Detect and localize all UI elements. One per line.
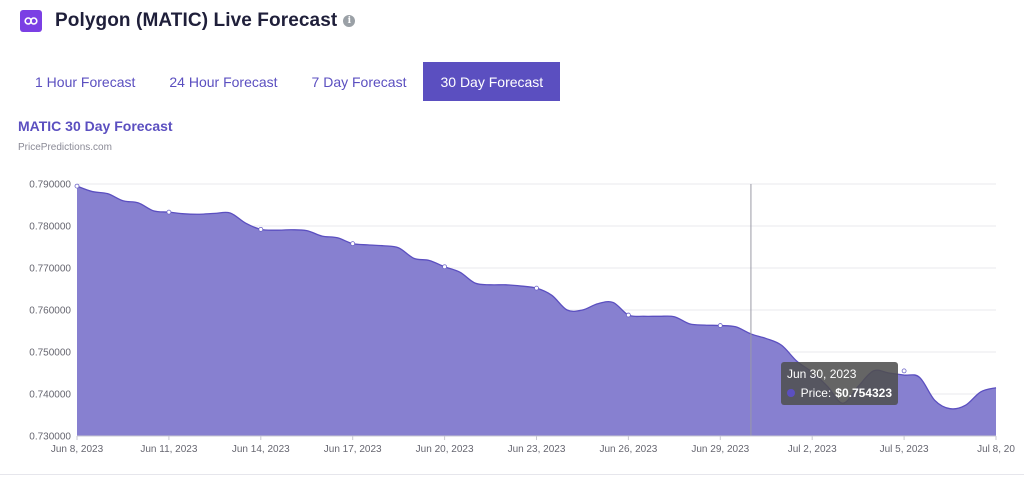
x-tick-label: Jul 2, 2023	[788, 444, 837, 455]
chart-title: MATIC 30 Day Forecast	[18, 118, 173, 134]
x-tick-label: Jun 29, 2023	[691, 444, 749, 455]
x-tick-label: Jun 20, 2023	[416, 444, 474, 455]
y-tick-label: 0.760000	[29, 306, 71, 317]
y-tick-label: 0.750000	[29, 348, 71, 359]
forecast-area-chart[interactable]: 0.730000 0.740000 0.750000 0.760000 0.770000…	[0, 165, 1024, 465]
x-tick-label: Jun 23, 2023	[508, 444, 566, 455]
series-dot-icon	[787, 389, 795, 397]
data-point	[166, 209, 172, 215]
tooltip-label: Price:	[800, 386, 832, 400]
data-point	[626, 312, 631, 318]
polygon-logo-icon	[20, 10, 42, 32]
chart-tooltip: Jun 30, 2023 Price: $0.754323	[781, 362, 898, 405]
tab-1-hour-forecast[interactable]: 1 Hour Forecast	[35, 73, 136, 90]
tab-30-day-forecast[interactable]: 30 Day Forecast	[423, 62, 561, 101]
info-icon[interactable]: i	[343, 15, 356, 27]
data-point	[74, 183, 80, 189]
data-point	[901, 368, 907, 374]
y-tick-label: 0.790000	[29, 180, 71, 191]
x-tick-label: Jun 26, 2023	[599, 444, 657, 455]
y-tick-label: 0.780000	[29, 222, 71, 233]
x-tick-label: Jun 8, 2023	[51, 444, 104, 455]
chart-subtitle: PricePredictions.com	[18, 142, 112, 153]
y-tick-label: 0.730000	[29, 432, 71, 443]
data-point	[534, 285, 539, 291]
tooltip-value: $0.754323	[835, 386, 892, 400]
divider	[0, 474, 1024, 475]
tooltip-row: Price: $0.754323	[787, 386, 892, 400]
area-fill	[77, 186, 996, 436]
x-tick-label: Jul 8, 20	[977, 444, 1015, 455]
x-tick-label: Jun 17, 2023	[324, 444, 382, 455]
y-axis: 0.730000 0.740000 0.750000 0.760000 0.770000…	[29, 180, 71, 443]
forecast-tabs: 1 Hour Forecast 24 Hour Forecast 7 Day F…	[18, 62, 561, 101]
x-tick-label: Jul 5, 2023	[880, 444, 929, 455]
data-point	[258, 226, 264, 232]
data-point	[350, 241, 356, 247]
tooltip-date: Jun 30, 2023	[787, 367, 857, 381]
page-title: Polygon (MATIC) Live Forecast	[55, 10, 338, 31]
x-axis: Jun 8, 2023 Jun 11, 2023 Jun 14, 2023 Jun 1…	[51, 435, 1015, 455]
data-point	[442, 264, 448, 270]
x-tick-label: Jun 14, 2023	[232, 444, 290, 455]
y-tick-label: 0.770000	[29, 264, 71, 275]
data-point	[717, 323, 723, 328]
header: Polygon (MATIC) Live Forecast i	[20, 8, 356, 34]
tab-7-day-forecast[interactable]: 7 Day Forecast	[311, 73, 407, 90]
x-tick-label: Jun 11, 2023	[140, 444, 198, 455]
tab-24-hour-forecast[interactable]: 24 Hour Forecast	[169, 73, 278, 90]
y-tick-label: 0.740000	[29, 390, 71, 401]
